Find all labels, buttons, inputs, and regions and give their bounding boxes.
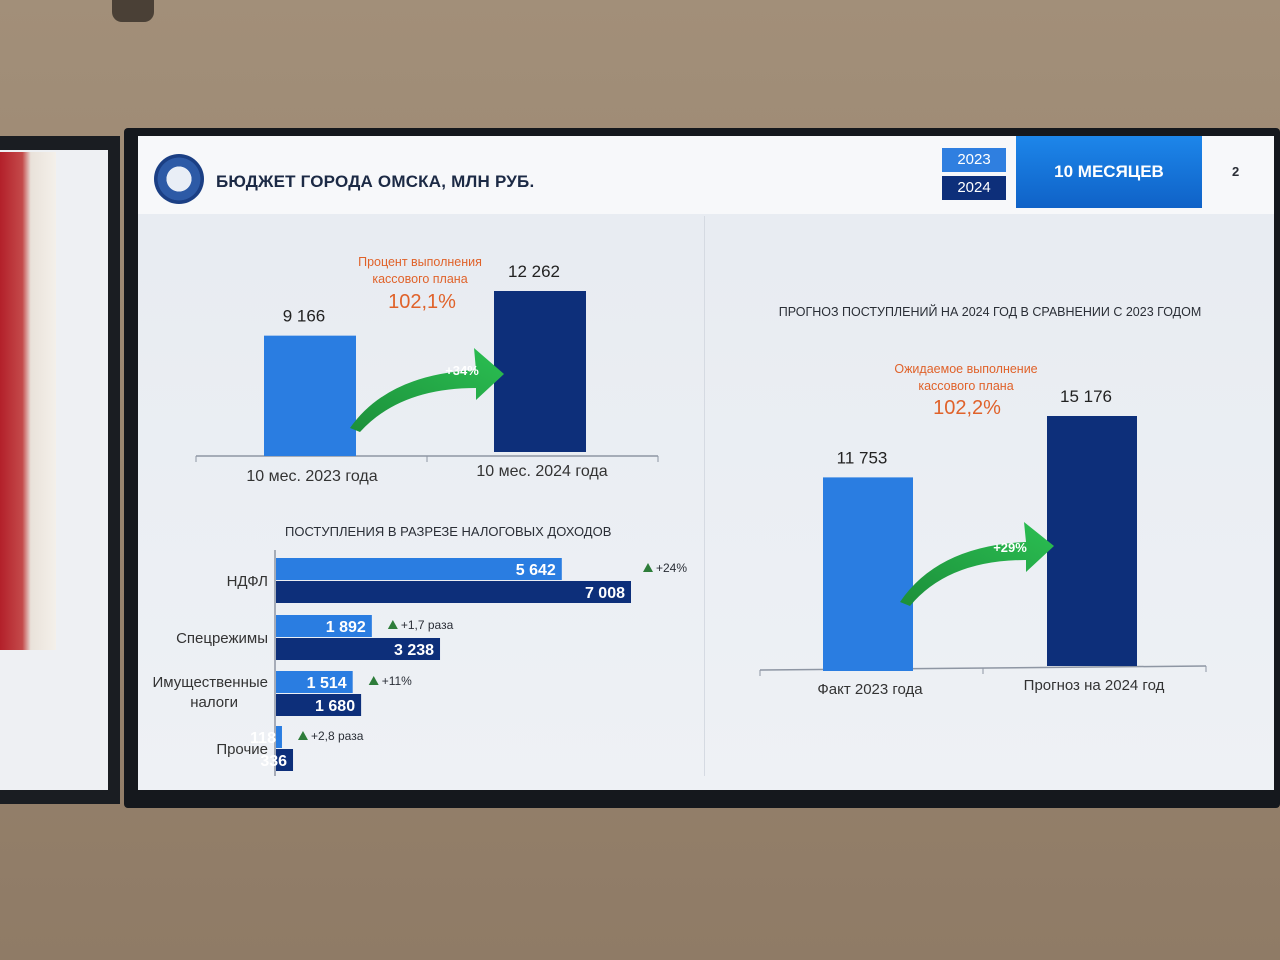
chart2-bar-0-0 bbox=[276, 558, 562, 580]
chart2-growth-triangle-icon-0 bbox=[643, 563, 653, 572]
chart3-title: ПРОГНОЗ ПОСТУПЛЕНИЙ НА 2024 ГОД В СРАВНЕ… bbox=[779, 304, 1202, 319]
chart2-growth-triangle-icon-2 bbox=[368, 676, 379, 685]
chart3-growth-arrow-icon bbox=[900, 522, 1054, 606]
chart1-bar-2024 bbox=[494, 291, 586, 452]
chart3-plan-value: 102,2% bbox=[933, 397, 1001, 419]
chart2-growth-label-2: +11% bbox=[382, 674, 412, 688]
chart2-title: ПОСТУПЛЕНИЯ В РАЗРЕЗЕ НАЛОГОВЫХ ДОХОДОВ bbox=[285, 524, 611, 539]
chart3-category-2023: Факт 2023 года bbox=[817, 681, 923, 698]
chart2-growth-triangle-icon-3 bbox=[297, 731, 308, 740]
legend-2024: 2024 bbox=[942, 176, 1006, 200]
period-badge: 10 МЕСЯЦЕВ bbox=[1016, 136, 1202, 208]
chart2-bar-3-0 bbox=[276, 726, 282, 748]
chart2-category-0: НДФЛ bbox=[227, 573, 268, 590]
chart2-bar-3-1 bbox=[276, 749, 294, 771]
chart2-growth-label-1: +1,7 раза bbox=[401, 618, 454, 632]
chart3-plan-label-line1: Ожидаемое выполнение bbox=[894, 362, 1037, 376]
chart1-plan-label-line2: кассового плана bbox=[372, 272, 467, 286]
chart1-growth-label: +34% bbox=[445, 363, 479, 378]
chart2-bar-1-1 bbox=[276, 638, 441, 660]
chart1-bar-2023 bbox=[264, 335, 356, 456]
chart2-value-2-0: 1 514 bbox=[307, 675, 347, 692]
chart2-bar-2-1 bbox=[276, 694, 362, 716]
chart3-bar-2024 bbox=[1047, 416, 1137, 666]
legend-2023: 2023 bbox=[942, 148, 1006, 172]
chart2-value-1-1: 3 238 bbox=[394, 642, 434, 659]
chart1-value-2023: 9 166 bbox=[283, 307, 326, 326]
budget-10-months-chart: 9 166 12 262 10 мес. 2023 года 10 мес. 2… bbox=[195, 255, 659, 485]
chart2-value-3-1: 336 bbox=[260, 753, 287, 770]
chart2-growth-triangle-icon-1 bbox=[387, 620, 398, 629]
chart2-growth-label-3: +2,8 раза bbox=[311, 729, 364, 743]
chart2-category-3: Прочие bbox=[216, 741, 268, 758]
chart1-value-2024: 12 262 bbox=[508, 262, 560, 281]
flag-image bbox=[0, 152, 56, 650]
slide: БЮДЖЕТ ГОРОДА ОМСКА, МЛН РУБ. 2023 2024 … bbox=[138, 136, 1274, 790]
chart3-plan-label-line2: кассового плана bbox=[918, 379, 1013, 393]
chart1-growth-arrow-icon bbox=[350, 348, 504, 432]
chart3-growth-label: +29% bbox=[993, 540, 1027, 555]
chart2-category-2: Имущественные налоги bbox=[153, 674, 268, 711]
forecast-2024-chart: ПРОГНОЗ ПОСТУПЛЕНИЙ НА 2024 ГОД В СРАВНЕ… bbox=[759, 304, 1207, 698]
chart1-plan-value: 102,1% bbox=[388, 291, 456, 313]
chart2-value-1-0: 1 892 bbox=[326, 619, 366, 636]
slide-title: БЮДЖЕТ ГОРОДА ОМСКА, МЛН РУБ. bbox=[216, 172, 535, 191]
chart3-bar-2023 bbox=[823, 477, 913, 671]
chart3-value-2024: 15 176 bbox=[1060, 387, 1112, 406]
chart2-growth-label-0: +24% bbox=[656, 561, 687, 575]
chart2-value-0-1: 7 008 bbox=[585, 585, 625, 602]
slide-header: БЮДЖЕТ ГОРОДА ОМСКА, МЛН РУБ. 2023 2024 … bbox=[138, 136, 1274, 214]
page-number: 2 bbox=[1232, 164, 1240, 179]
section-divider bbox=[704, 216, 705, 776]
chart2-value-3-0: 118 bbox=[250, 730, 276, 747]
chart2-value-2-1: 1 680 bbox=[315, 698, 355, 715]
chart2-bar-2-0 bbox=[276, 671, 353, 693]
charts-canvas: 9 166 12 262 10 мес. 2023 года 10 мес. 2… bbox=[153, 255, 1207, 776]
chart1-category-2024: 10 мес. 2024 года bbox=[476, 463, 607, 480]
tax-service-emblem-icon bbox=[154, 154, 204, 204]
chart2-bar-1-0 bbox=[276, 615, 372, 637]
tax-income-breakdown-chart: ПОСТУПЛЕНИЯ В РАЗРЕЗЕ НАЛОГОВЫХ ДОХОДОВ … bbox=[153, 524, 687, 776]
chart3-value-2023: 11 753 bbox=[837, 448, 888, 467]
chart1-plan-label-line1: Процент выполнения bbox=[358, 255, 482, 269]
chart1-category-2023: 10 мес. 2023 года bbox=[246, 468, 377, 485]
left-monitor-screen bbox=[0, 150, 108, 790]
chart2-category-1: Спецрежимы bbox=[176, 630, 268, 647]
wall-fixture bbox=[112, 0, 154, 22]
left-monitor bbox=[0, 136, 120, 804]
chart2-value-0-0: 5 642 bbox=[516, 562, 556, 579]
chart3-category-2024: Прогноз на 2024 год bbox=[1024, 677, 1165, 694]
chart2-bar-0-1 bbox=[276, 581, 631, 603]
